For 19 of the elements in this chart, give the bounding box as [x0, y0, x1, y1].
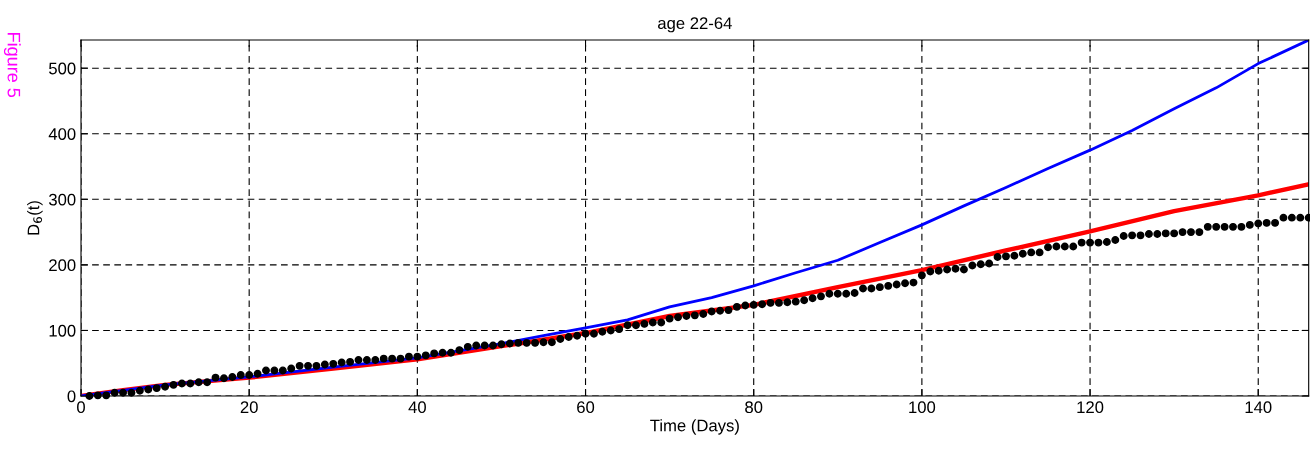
y-tick-label: 0 [67, 390, 76, 403]
x-tick-label: 20 [240, 401, 258, 414]
caption: Figure 5 [3, 33, 21, 98]
x-tick-label: 140 [1245, 401, 1272, 414]
y-tick-label: 200 [49, 259, 76, 272]
y-tick-label: 300 [48, 193, 76, 206]
x-tick-label: 0 [77, 401, 85, 414]
x-tick-label: 120 [1077, 401, 1104, 414]
y-tick-label: 500 [49, 62, 76, 75]
y-axis-title: D$_{6}$(t) [27, 201, 43, 235]
x-axis-title: Time (Days) [650, 419, 739, 435]
chart-title: age 22-64 [658, 17, 732, 33]
y-tick-label: 100 [49, 324, 76, 337]
x-tick-label: 60 [577, 401, 595, 414]
x-tick-label: 80 [745, 401, 763, 414]
x-tick-label: 40 [408, 401, 426, 414]
line-series [81, 40, 1309, 396]
x-tick-label: 100 [909, 401, 936, 414]
y-tick-label: 400 [48, 128, 76, 140]
